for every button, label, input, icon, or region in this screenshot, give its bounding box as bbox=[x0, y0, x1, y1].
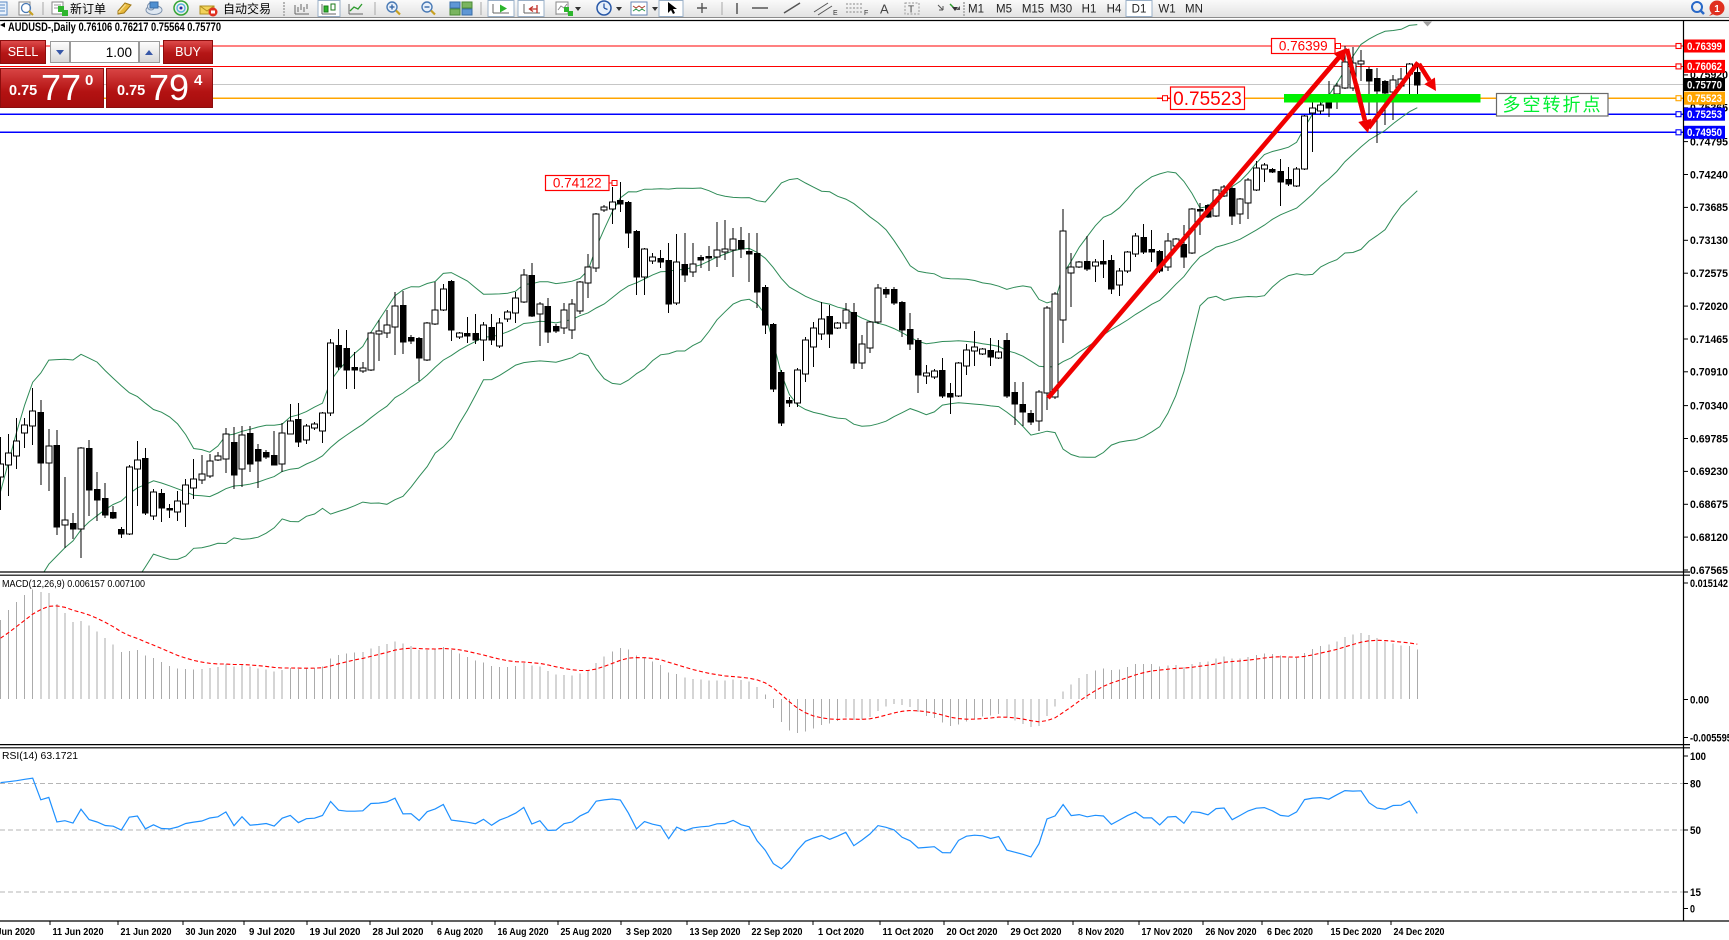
svg-text:0.71465: 0.71465 bbox=[1690, 334, 1728, 346]
svg-text:80: 80 bbox=[1690, 778, 1701, 790]
svg-text:E: E bbox=[833, 10, 838, 17]
svg-text:0.75523: 0.75523 bbox=[1173, 89, 1242, 110]
svg-text:0.76399: 0.76399 bbox=[1279, 39, 1328, 54]
svg-text:自动交易: 自动交易 bbox=[223, 1, 271, 16]
svg-text:1 Oct 2020: 1 Oct 2020 bbox=[818, 926, 864, 938]
svg-text:0.76399: 0.76399 bbox=[1687, 41, 1722, 53]
svg-text:1 Jun 2020: 1 Jun 2020 bbox=[0, 926, 35, 938]
svg-text:0.69230: 0.69230 bbox=[1690, 466, 1728, 478]
svg-text:30 Jun 2020: 30 Jun 2020 bbox=[186, 926, 237, 938]
svg-text:0.68675: 0.68675 bbox=[1690, 499, 1728, 511]
svg-text:20 Oct 2020: 20 Oct 2020 bbox=[947, 926, 998, 938]
svg-text:100: 100 bbox=[1690, 751, 1706, 763]
svg-text:19 Jul 2020: 19 Jul 2020 bbox=[310, 926, 361, 938]
svg-text:3 Sep 2020: 3 Sep 2020 bbox=[626, 926, 672, 938]
svg-text:H4: H4 bbox=[1107, 4, 1122, 16]
svg-text:M5: M5 bbox=[996, 4, 1012, 16]
svg-text:0.76062: 0.76062 bbox=[1687, 61, 1722, 73]
svg-text:17 Nov 2020: 17 Nov 2020 bbox=[1142, 926, 1193, 938]
svg-text:26 Nov 2020: 26 Nov 2020 bbox=[1206, 926, 1257, 938]
svg-text:M30: M30 bbox=[1050, 4, 1072, 16]
svg-text:25 Aug 2020: 25 Aug 2020 bbox=[561, 926, 612, 938]
svg-text:11 Jun 2020: 11 Jun 2020 bbox=[53, 926, 104, 938]
svg-text:24 Dec 2020: 24 Dec 2020 bbox=[1394, 926, 1445, 938]
svg-text:-0.005595: -0.005595 bbox=[1690, 732, 1729, 744]
svg-text:0.72020: 0.72020 bbox=[1690, 301, 1728, 313]
svg-text:6 Dec 2020: 6 Dec 2020 bbox=[1267, 926, 1313, 938]
svg-text:0.74122: 0.74122 bbox=[553, 176, 602, 191]
svg-text:0.74950: 0.74950 bbox=[1687, 127, 1722, 139]
svg-text:F: F bbox=[864, 10, 868, 17]
svg-text:新订单: 新订单 bbox=[70, 1, 106, 16]
svg-text:8 Nov 2020: 8 Nov 2020 bbox=[1078, 926, 1124, 938]
svg-text:T: T bbox=[908, 5, 914, 16]
svg-text:50: 50 bbox=[1690, 825, 1701, 837]
svg-text:M1: M1 bbox=[968, 4, 984, 16]
svg-text:0.70340: 0.70340 bbox=[1690, 400, 1728, 412]
svg-text:0.75770: 0.75770 bbox=[1687, 79, 1722, 91]
svg-text:0.67565: 0.67565 bbox=[1690, 565, 1728, 577]
svg-text:0.75523: 0.75523 bbox=[1687, 93, 1722, 105]
svg-text:0.72575: 0.72575 bbox=[1690, 268, 1728, 280]
svg-text:AUDUSD-,Daily 0.76106 0.76217: AUDUSD-,Daily 0.76106 0.76217 0.75564 0.… bbox=[8, 22, 221, 34]
svg-text:0.74240: 0.74240 bbox=[1690, 169, 1728, 181]
svg-text:MN: MN bbox=[1185, 4, 1203, 16]
svg-text:6 Aug 2020: 6 Aug 2020 bbox=[437, 926, 483, 938]
svg-text:9 Jul 2020: 9 Jul 2020 bbox=[249, 926, 295, 938]
svg-text:MACD(12,26,9) 0.006157 0.00710: MACD(12,26,9) 0.006157 0.007100 bbox=[2, 578, 145, 590]
svg-text:16 Aug 2020: 16 Aug 2020 bbox=[498, 926, 549, 938]
svg-text:0: 0 bbox=[1690, 903, 1695, 915]
svg-text:0.74795: 0.74795 bbox=[1690, 136, 1728, 148]
svg-text:0.73685: 0.73685 bbox=[1690, 202, 1728, 214]
svg-text:M15: M15 bbox=[1022, 4, 1044, 16]
svg-text:29 Oct 2020: 29 Oct 2020 bbox=[1011, 926, 1062, 938]
svg-text:0.69785: 0.69785 bbox=[1690, 433, 1728, 445]
svg-text:0.015142: 0.015142 bbox=[1690, 578, 1728, 590]
svg-text:15 Dec 2020: 15 Dec 2020 bbox=[1331, 926, 1382, 938]
svg-text:0.75253: 0.75253 bbox=[1687, 109, 1722, 121]
svg-text:A: A bbox=[880, 2, 889, 17]
svg-text:RSI(14) 63.1721: RSI(14) 63.1721 bbox=[2, 750, 78, 762]
svg-text:0.00: 0.00 bbox=[1690, 694, 1709, 706]
svg-text:28 Jul 2020: 28 Jul 2020 bbox=[373, 926, 424, 938]
svg-text:D1: D1 bbox=[1132, 4, 1147, 16]
svg-text:0.70910: 0.70910 bbox=[1690, 367, 1728, 379]
svg-text:21 Jun 2020: 21 Jun 2020 bbox=[121, 926, 172, 938]
svg-text:13 Sep 2020: 13 Sep 2020 bbox=[690, 926, 741, 938]
svg-text:1: 1 bbox=[1714, 4, 1720, 15]
svg-text:0.73130: 0.73130 bbox=[1690, 235, 1728, 247]
svg-text:H1: H1 bbox=[1082, 4, 1097, 16]
svg-text:15: 15 bbox=[1690, 887, 1701, 899]
svg-text:多空转折点: 多空转折点 bbox=[1503, 95, 1603, 115]
svg-text:0.68120: 0.68120 bbox=[1690, 532, 1728, 544]
svg-text:11 Oct 2020: 11 Oct 2020 bbox=[883, 926, 934, 938]
svg-text:W1: W1 bbox=[1158, 4, 1175, 16]
svg-text:22 Sep 2020: 22 Sep 2020 bbox=[752, 926, 803, 938]
